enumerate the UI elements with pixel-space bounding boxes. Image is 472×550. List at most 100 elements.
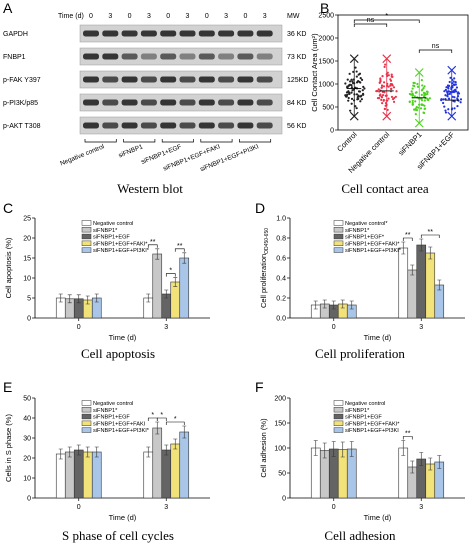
blot-band bbox=[198, 99, 215, 106]
caption-d: Cell proliferation bbox=[315, 346, 405, 361]
legend-swatch bbox=[81, 407, 92, 413]
data-point bbox=[350, 97, 354, 101]
data-point bbox=[377, 96, 381, 100]
blot-band bbox=[237, 99, 254, 106]
data-point bbox=[385, 99, 388, 102]
time-point-label: 0 bbox=[166, 13, 170, 20]
data-point bbox=[349, 109, 352, 112]
data-point bbox=[350, 91, 353, 94]
data-point bbox=[448, 80, 451, 84]
data-point bbox=[444, 97, 447, 101]
range-marker bbox=[382, 54, 392, 64]
bar bbox=[143, 451, 154, 499]
data-point bbox=[447, 90, 450, 93]
data-point bbox=[384, 63, 387, 66]
data-point bbox=[354, 66, 357, 69]
x-tick-label: 0 bbox=[77, 504, 81, 511]
bar bbox=[73, 449, 84, 499]
data-point bbox=[350, 78, 353, 81]
blot-band bbox=[179, 76, 196, 83]
legend-swatch bbox=[81, 233, 92, 240]
data-point bbox=[386, 108, 389, 112]
data-point bbox=[359, 100, 362, 103]
data-point bbox=[383, 107, 386, 111]
blot-mw-label: 36 KD bbox=[287, 31, 306, 38]
significance-bracket bbox=[165, 273, 176, 277]
error-bar bbox=[340, 441, 345, 458]
blot-band bbox=[237, 53, 254, 60]
y-tick-label: 0.6 bbox=[276, 256, 286, 263]
data-point bbox=[453, 77, 456, 80]
significance-bracket bbox=[147, 244, 158, 248]
data-point bbox=[350, 102, 353, 105]
legend-label: Negative control bbox=[93, 221, 133, 227]
plot-frame bbox=[337, 14, 469, 131]
error-bar bbox=[428, 457, 433, 471]
blot-band bbox=[121, 122, 138, 129]
error-bar bbox=[155, 421, 160, 435]
data-point bbox=[411, 94, 415, 97]
blot-group-label: Negative control bbox=[59, 143, 106, 167]
blot-band bbox=[83, 53, 99, 60]
data-point bbox=[414, 112, 417, 116]
legend-swatch bbox=[81, 427, 92, 433]
significance-label: ** bbox=[177, 243, 183, 250]
data-point bbox=[418, 103, 421, 106]
data-point bbox=[414, 108, 417, 111]
panel-letter-c: C bbox=[3, 200, 13, 216]
data-point bbox=[382, 98, 385, 102]
data-point bbox=[345, 95, 348, 98]
data-point bbox=[408, 100, 411, 103]
y-tick-label: 0.2 bbox=[276, 296, 286, 303]
y-axis-label: Cell apoptosis (%) bbox=[4, 237, 13, 298]
data-point bbox=[423, 107, 426, 110]
time-point-label: 0 bbox=[243, 13, 247, 20]
blot-band bbox=[237, 122, 254, 129]
blot-group-labels: Negative control siFNBP1siFNBP1+EGFsiFNBP… bbox=[59, 139, 272, 173]
data-point bbox=[411, 87, 414, 90]
blot-band bbox=[140, 122, 157, 129]
chart-s-phase: 0 10 20 30 40 50 Cells in S phase (%) 0 3 Time (d… bbox=[4, 396, 210, 522]
x-tick-label: 0 bbox=[332, 324, 336, 331]
data-point bbox=[448, 92, 451, 96]
data-point bbox=[378, 90, 381, 93]
data-point bbox=[452, 91, 456, 94]
significance-bracket bbox=[156, 417, 167, 421]
error-bar bbox=[146, 446, 151, 458]
blot-band bbox=[102, 122, 119, 129]
blot-band bbox=[160, 122, 177, 129]
data-point bbox=[394, 95, 397, 98]
blot-mw-label: 56 KD bbox=[287, 123, 306, 130]
legend-label: siFNBP1* bbox=[93, 408, 118, 414]
data-point bbox=[412, 81, 415, 84]
error-bar bbox=[58, 448, 63, 460]
legend-swatch bbox=[81, 413, 92, 420]
data-point bbox=[423, 104, 426, 107]
panel-letter-f: F bbox=[255, 379, 264, 395]
bar bbox=[170, 443, 181, 499]
blot-mw-label: 125KD bbox=[287, 77, 308, 84]
x-tick-label: 0 bbox=[332, 504, 336, 511]
data-point bbox=[420, 93, 423, 96]
caption-f: Cell adhesion bbox=[324, 528, 396, 543]
blot-group-bracket bbox=[161, 139, 194, 143]
data-point bbox=[384, 94, 387, 97]
data-point bbox=[382, 85, 386, 88]
y-tick-label: 500 bbox=[322, 105, 334, 112]
data-point bbox=[390, 73, 393, 76]
blot-row-label: GAPDH bbox=[3, 31, 28, 38]
data-point bbox=[444, 94, 447, 97]
data-point bbox=[350, 83, 353, 87]
blot-band bbox=[140, 99, 157, 106]
data-point bbox=[379, 93, 382, 96]
data-point bbox=[347, 96, 350, 100]
data-point bbox=[361, 89, 364, 92]
error-bar bbox=[340, 299, 345, 309]
chart-contact-area: 0 500 1000 1500 2000 2500 Cell Contact Area (u… bbox=[310, 13, 469, 175]
legend-label: siFNBP1+EGF* bbox=[345, 235, 385, 241]
range-marker bbox=[414, 68, 424, 77]
data-point bbox=[454, 88, 457, 91]
y-tick-label: 10 bbox=[23, 476, 31, 483]
bar bbox=[179, 257, 190, 319]
legend-label: Negative control bbox=[93, 401, 133, 407]
